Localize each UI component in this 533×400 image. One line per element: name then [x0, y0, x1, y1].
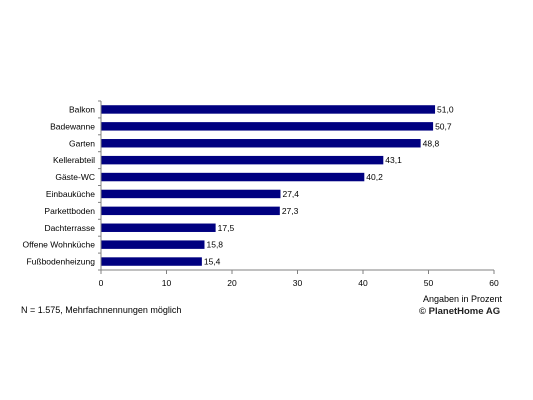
category-labels-group: Balkon Badewanne Garten Kellerabteil Gäste-W…	[23, 104, 96, 266]
data-label: 15,4	[204, 257, 221, 267]
category-label: Balkon	[69, 104, 95, 114]
data-label: 43,1	[385, 155, 402, 165]
x-tick-label: 60	[489, 278, 499, 288]
data-label: 27,4	[282, 189, 299, 199]
bar	[101, 206, 280, 216]
data-label: 40,2	[366, 172, 383, 182]
bar	[101, 189, 281, 199]
x-tick-label: 40	[358, 278, 368, 288]
data-label: 17,5	[218, 223, 235, 233]
data-label: 51,0	[437, 104, 454, 114]
bar	[101, 240, 205, 249]
axes-group: 0 10 20 30 40 50 60	[98, 100, 499, 288]
data-label: 50,7	[435, 121, 452, 131]
category-label: Kellerabteil	[53, 155, 95, 165]
x-tick-label: 20	[227, 278, 237, 288]
data-labels-group: 51,0 50,7 48,8 43,140,2 27,4 27,3 17,5 15,8 15,4	[204, 104, 454, 266]
bar	[101, 257, 202, 266]
category-label: Fußbodenheizung	[26, 257, 95, 267]
bar	[101, 139, 421, 148]
bars-group	[101, 105, 436, 266]
category-label: Badewanne	[50, 121, 95, 131]
x-tick-label: 0	[99, 278, 104, 288]
category-label: Garten	[69, 138, 95, 148]
x-tick-label: 50	[424, 278, 434, 288]
category-label: Offene Wohnküche	[23, 240, 96, 250]
x-axis-unit-label: Angaben in Prozent	[422, 294, 502, 304]
category-label: Dachterrasse	[44, 223, 95, 233]
category-label: Gäste-WC	[55, 172, 95, 182]
x-tick-label: 30	[293, 278, 303, 288]
data-label: 48,8	[423, 138, 440, 148]
bar	[101, 105, 436, 114]
category-label: Einbauküche	[46, 189, 95, 199]
bar	[101, 155, 384, 165]
bar	[101, 122, 434, 131]
bar	[101, 223, 216, 232]
copyright-notice: © PlanetHome AG	[419, 306, 501, 317]
footnote: N = 1.575, Mehrfachnennungen möglich	[21, 305, 182, 315]
category-label: Parkettboden	[44, 206, 95, 216]
x-tick-label: 10	[162, 278, 172, 288]
data-label: 27,3	[282, 206, 299, 216]
bar	[101, 172, 365, 182]
data-label: 15,8	[206, 240, 223, 250]
